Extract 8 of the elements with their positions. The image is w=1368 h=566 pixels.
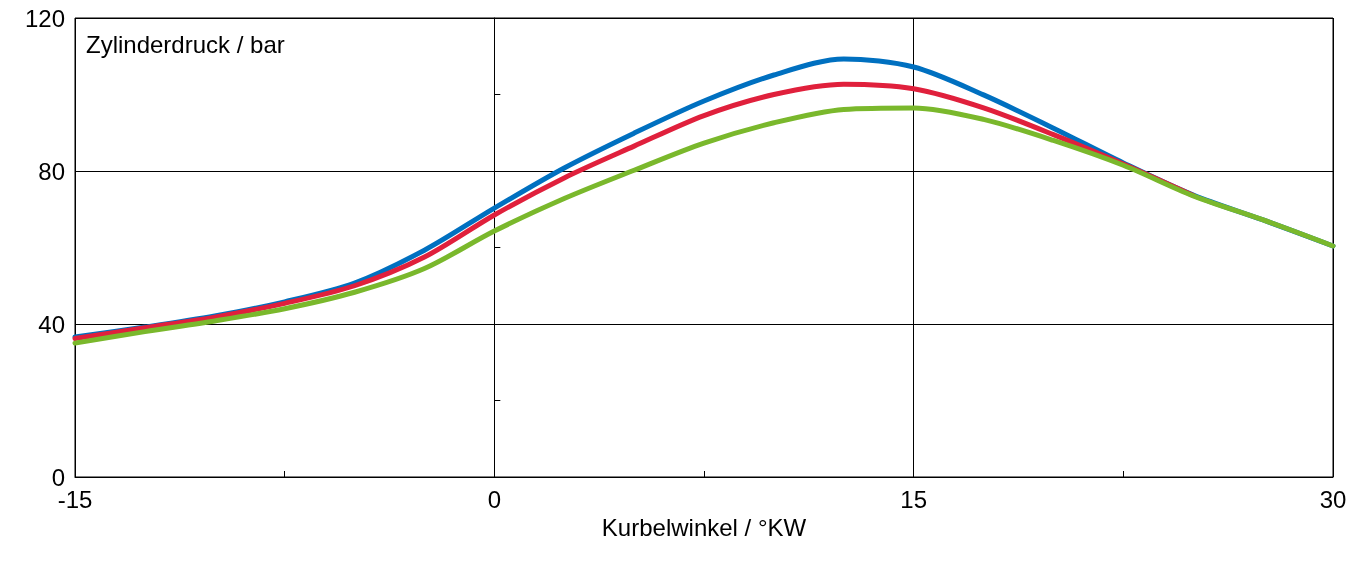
x-tick-label: 0 <box>487 485 502 513</box>
y-tick-label: 40 <box>38 310 65 338</box>
x-axis-title: Kurbelwinkel / °KW <box>601 514 807 542</box>
y-tick-label: 120 <box>24 4 65 32</box>
x-tick-label: 15 <box>900 485 928 513</box>
y-axis-title: Zylinderdruck / bar <box>86 30 285 58</box>
y-tick-label: 80 <box>38 157 65 185</box>
x-tick-label: 30 <box>1319 485 1347 513</box>
